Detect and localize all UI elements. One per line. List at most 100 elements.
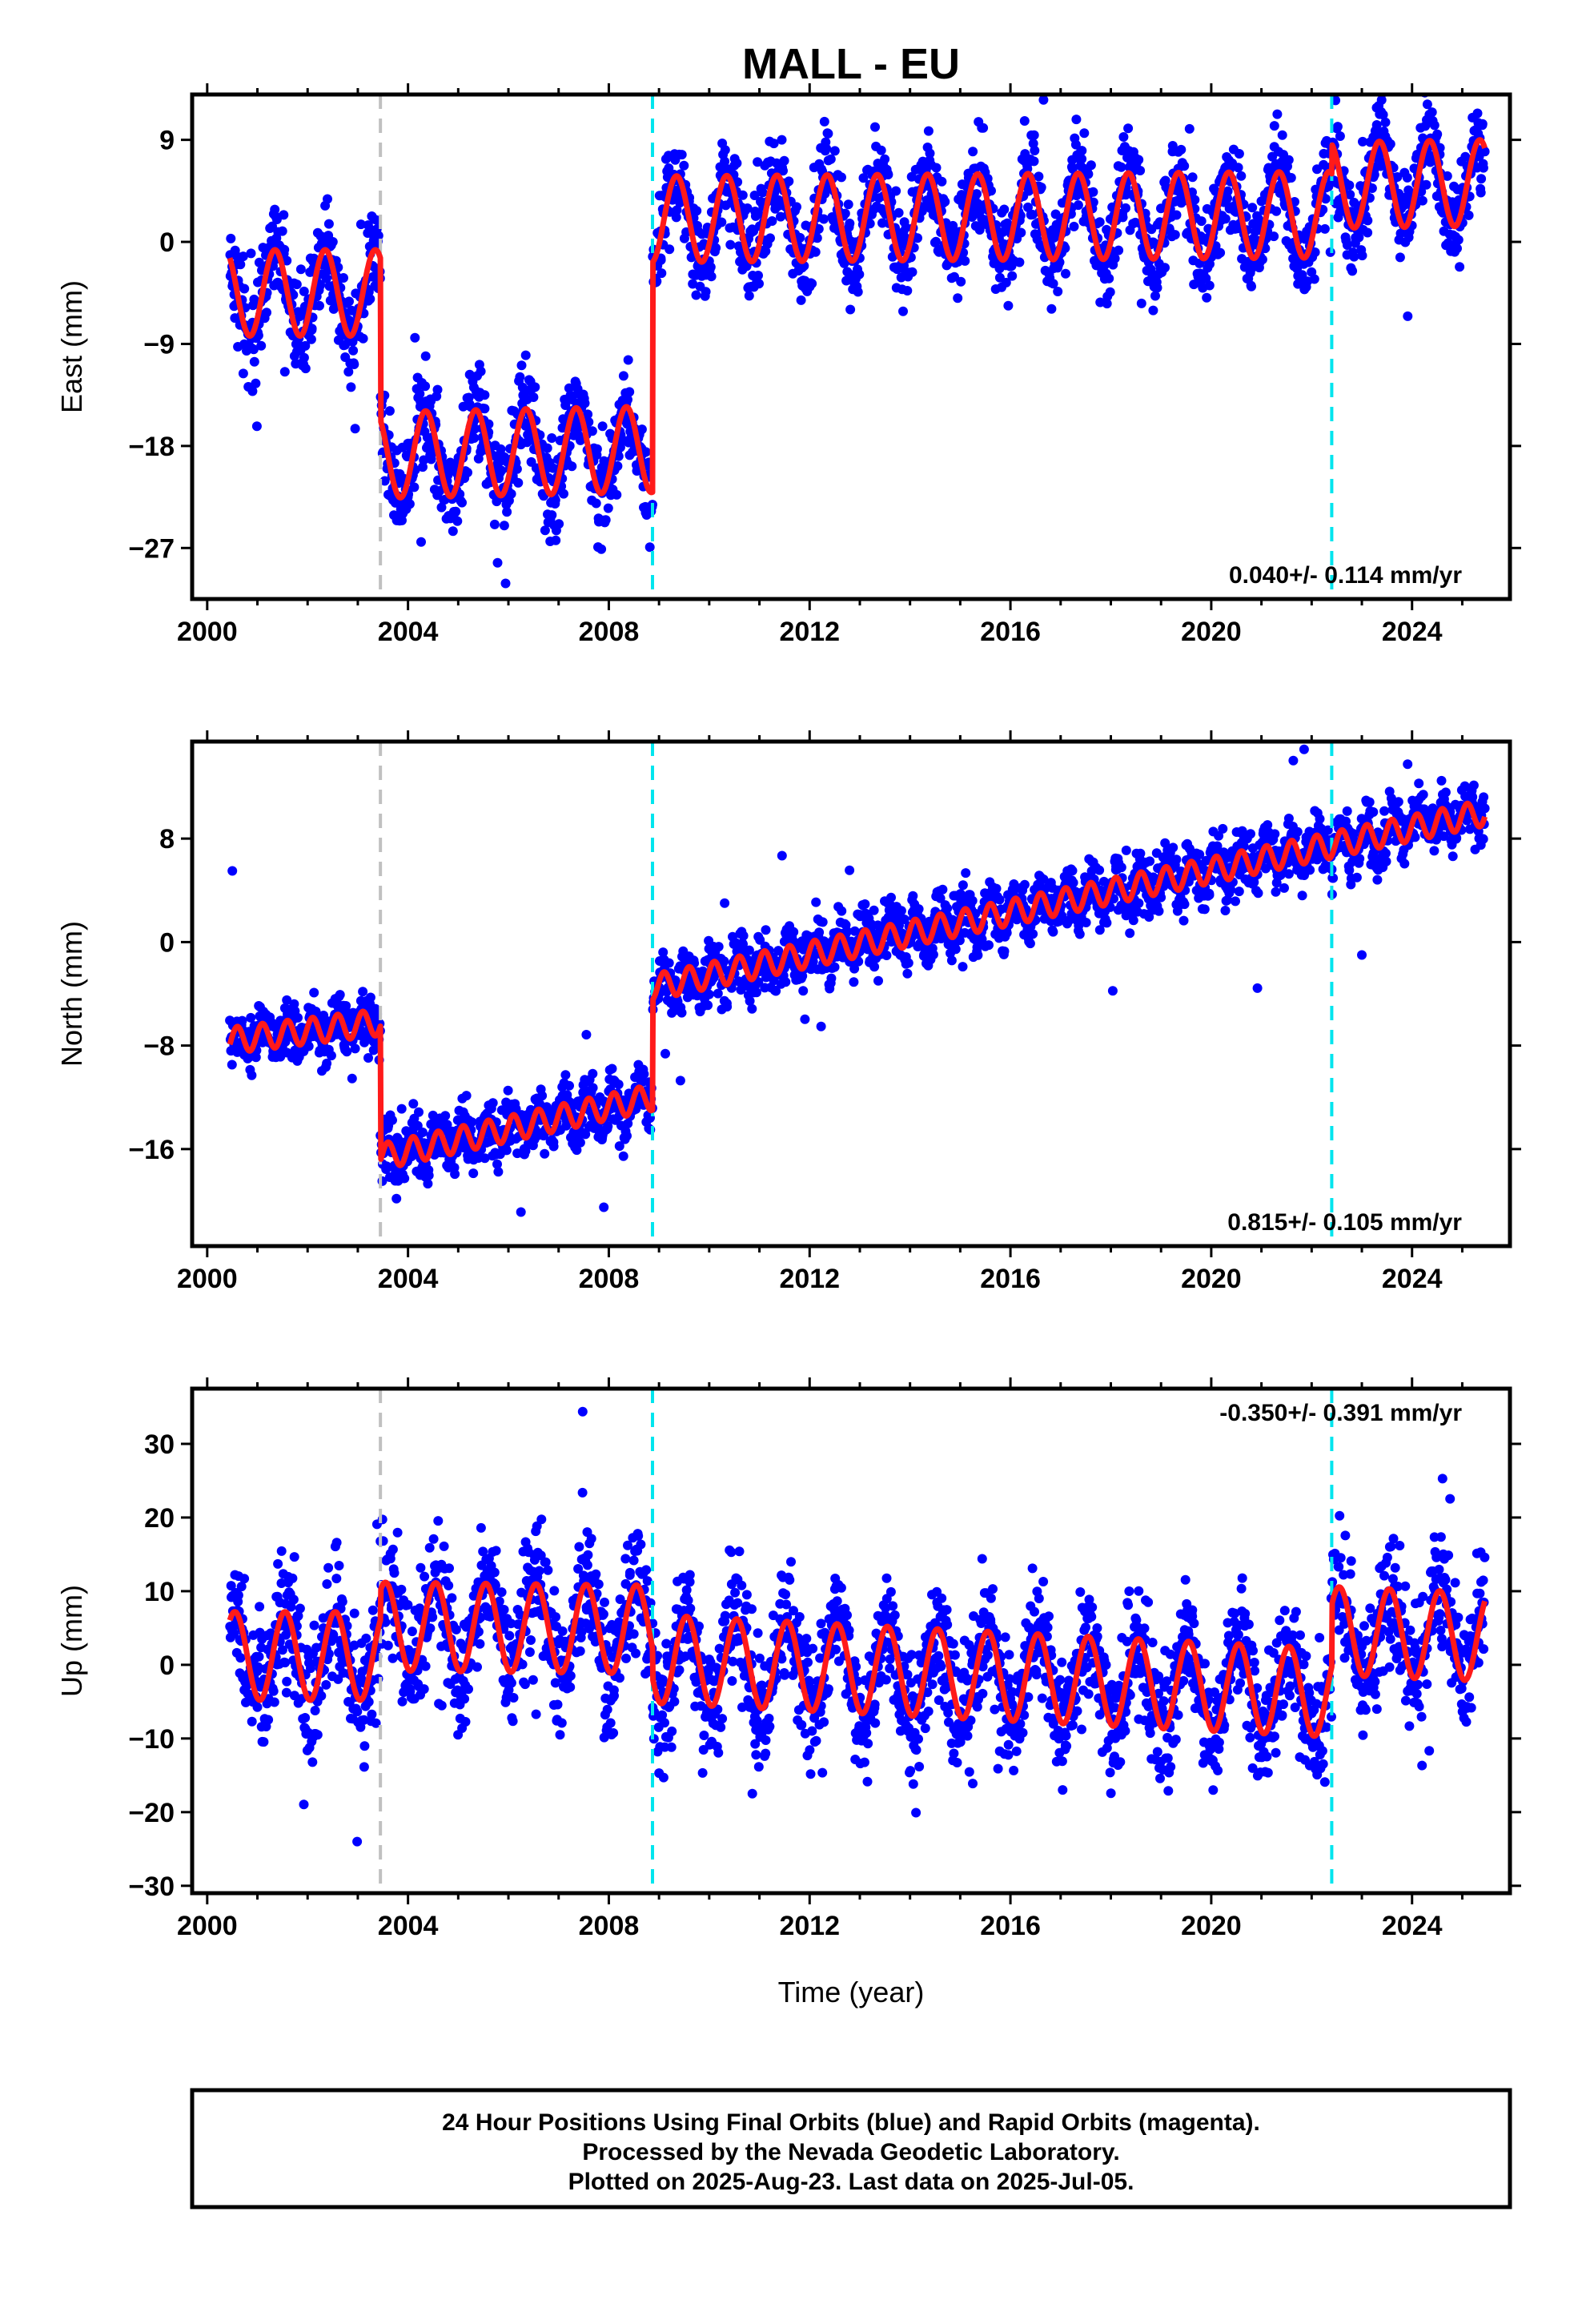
north-point <box>1246 829 1255 839</box>
north-point <box>1178 915 1189 926</box>
east-point <box>999 204 1010 215</box>
east-point <box>279 244 290 255</box>
east-point <box>744 291 754 301</box>
north-point <box>896 906 906 916</box>
east-point <box>692 206 702 216</box>
east-x-tick-label: 2004 <box>378 617 439 647</box>
east-point <box>940 196 950 207</box>
east-point <box>1269 121 1279 131</box>
east-point <box>1110 253 1120 263</box>
north-point <box>622 1131 632 1141</box>
east-point <box>583 409 593 420</box>
east-point <box>347 336 358 347</box>
east-point <box>671 212 681 223</box>
north-point <box>503 1085 513 1096</box>
east-y-tick-label: 0 <box>159 227 175 258</box>
east-point <box>742 203 753 213</box>
east-point <box>807 279 817 289</box>
east-point <box>711 243 721 253</box>
east-point <box>1452 243 1462 254</box>
north-point <box>942 903 953 914</box>
north-point <box>994 895 1005 905</box>
east-point <box>567 461 577 472</box>
north-point <box>639 1069 649 1080</box>
north-point <box>1067 866 1078 876</box>
east-point <box>591 498 601 509</box>
east-point <box>1204 280 1215 291</box>
east-y-axis-label: East (mm) <box>55 280 88 413</box>
east-point <box>1007 271 1018 281</box>
east-point <box>612 489 622 500</box>
east-point <box>777 135 787 145</box>
east-point <box>819 116 829 127</box>
east-point <box>1283 155 1294 165</box>
north-point <box>303 1041 314 1051</box>
north-point <box>811 897 821 907</box>
east-point <box>1030 146 1040 155</box>
east-point <box>315 300 324 311</box>
east-point <box>1269 231 1279 242</box>
east-point <box>1077 146 1087 156</box>
north-point <box>227 1059 237 1070</box>
north-point <box>973 950 983 960</box>
east-point <box>299 286 309 296</box>
north-point <box>984 940 994 951</box>
east-point <box>506 489 516 499</box>
east-point <box>784 176 794 187</box>
east-point <box>1104 273 1114 283</box>
east-point <box>603 503 613 513</box>
east-point <box>1070 139 1081 150</box>
north-point <box>908 891 918 901</box>
north-point <box>886 892 896 903</box>
north-point <box>677 1007 687 1018</box>
north-point <box>335 990 345 1000</box>
east-point <box>365 294 375 304</box>
east-point <box>1272 109 1283 119</box>
east-point <box>677 150 687 160</box>
east-point <box>239 283 250 294</box>
east-point <box>448 526 458 537</box>
east-point <box>1344 180 1355 191</box>
east-point <box>1472 108 1483 119</box>
east-point <box>343 367 354 377</box>
east-point <box>1375 41 1384 50</box>
east-point <box>300 340 311 351</box>
north-point <box>1025 939 1035 949</box>
east-point <box>492 557 503 568</box>
east-point <box>513 477 524 488</box>
north-point <box>1297 891 1307 901</box>
east-point <box>363 287 374 297</box>
east-point <box>328 304 339 314</box>
east-point <box>339 273 348 283</box>
east-point <box>960 255 970 266</box>
north-point <box>950 944 961 955</box>
north-point <box>1253 888 1263 899</box>
east-point <box>618 371 628 381</box>
east-point <box>547 433 557 443</box>
east-point <box>843 199 853 210</box>
east-point <box>1079 128 1090 139</box>
east-point <box>251 421 262 432</box>
east-point <box>1077 154 1087 164</box>
east-point <box>520 350 531 360</box>
east-point <box>1118 212 1128 223</box>
east-point <box>451 506 461 517</box>
east-point <box>825 154 836 164</box>
east-point <box>1196 216 1207 227</box>
north-point <box>309 987 319 998</box>
east-point <box>596 544 607 554</box>
north-point <box>1271 887 1281 897</box>
north-point <box>588 1068 598 1079</box>
east-point <box>753 271 763 280</box>
east-point <box>675 198 685 208</box>
east-point <box>986 186 996 196</box>
east-point <box>452 516 463 526</box>
east-point <box>1016 227 1026 238</box>
north-scatter-points <box>225 744 1490 1217</box>
east-point <box>512 464 522 474</box>
north-point <box>347 1073 357 1084</box>
north-point <box>564 1080 574 1091</box>
east-point <box>1152 283 1162 293</box>
east-point <box>1073 200 1083 211</box>
